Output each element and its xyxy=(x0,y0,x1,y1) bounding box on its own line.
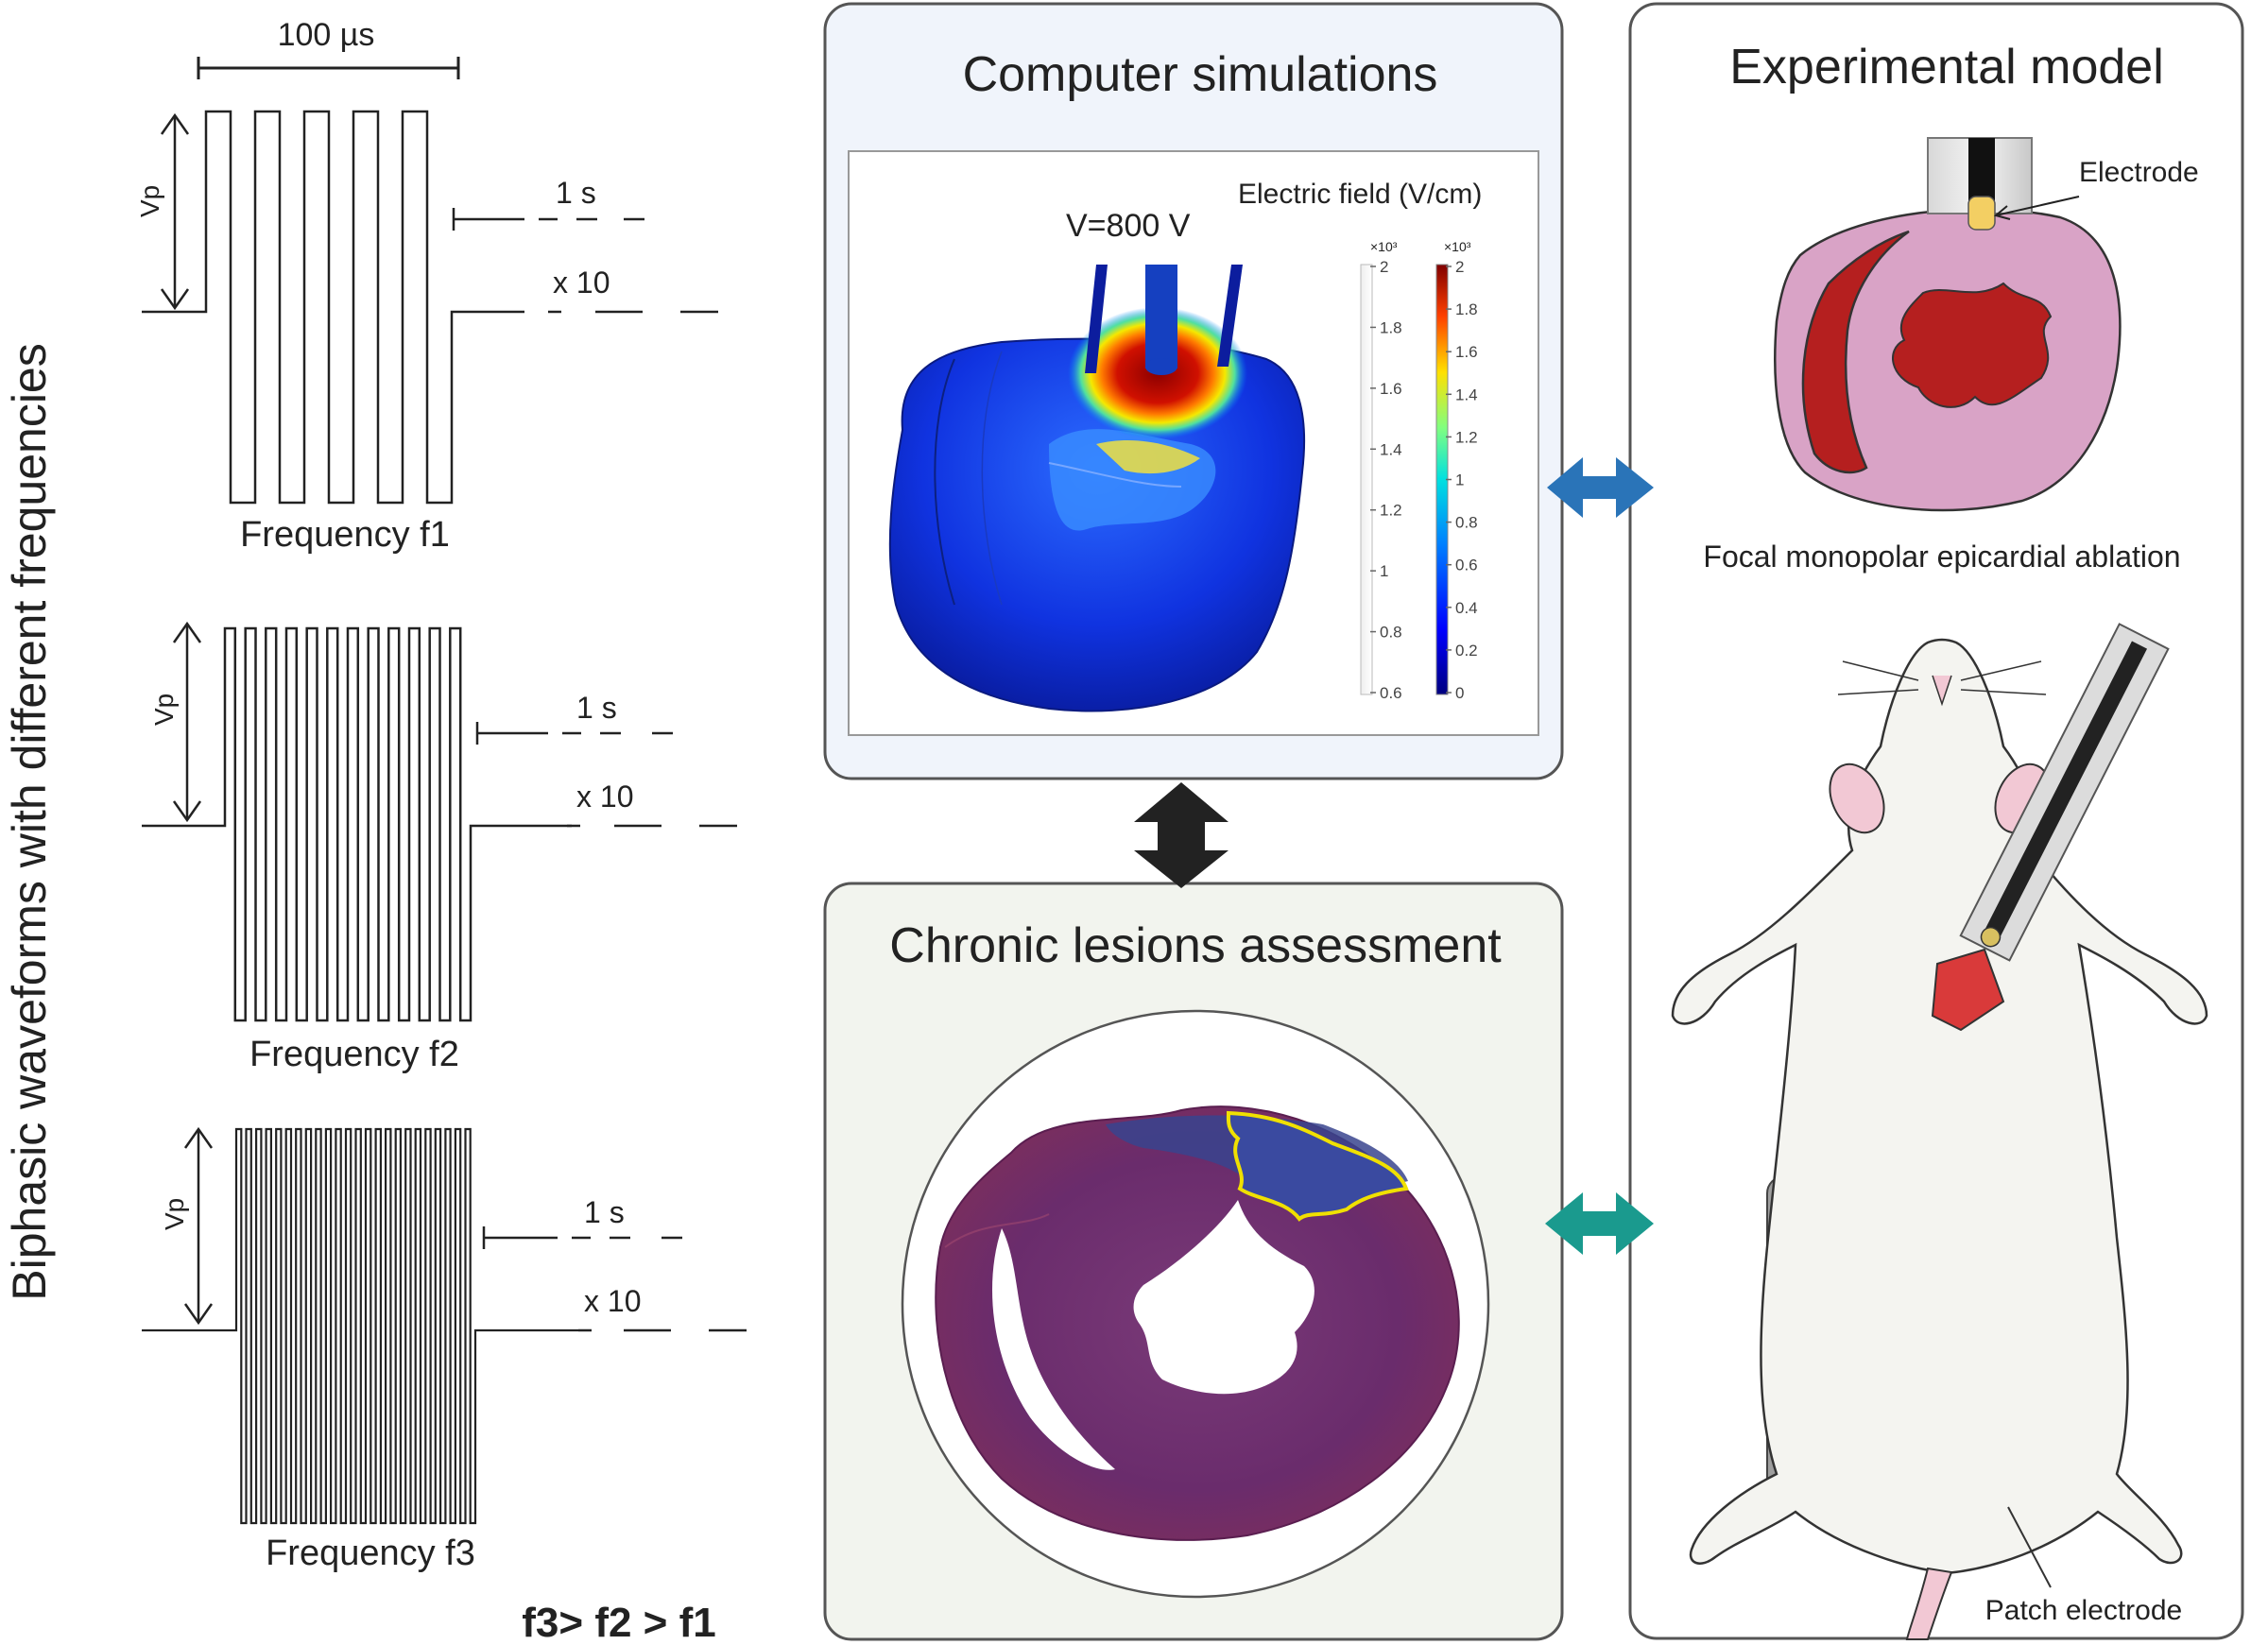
colorbar-tick-label: 0.4 xyxy=(1455,599,1478,617)
colorbar-left-exponent: ×10³ xyxy=(1370,239,1398,254)
colorbar-tick-label: 0.6 xyxy=(1455,557,1478,574)
waveform-f1: Vp 1 s x 10 Frequency f1 xyxy=(135,110,718,555)
patch-electrode-label: Patch electrode xyxy=(1985,1595,2182,1626)
frequency-label-f3: Frequency f3 xyxy=(266,1534,475,1573)
colorbar-tick-label: 1.4 xyxy=(1455,386,1478,403)
repeat-label-f1: x 10 xyxy=(553,266,610,300)
voltage-label: V=800 V xyxy=(1066,208,1191,244)
colorbar-tick-label: 0.2 xyxy=(1455,642,1478,660)
colorbar-title: Electric field (V/cm) xyxy=(1238,179,1482,210)
vp-label-f3: Vp xyxy=(160,1198,189,1230)
frequency-label-f1: Frequency f1 xyxy=(240,515,450,555)
simulation-panel: Computer simulations V=800 V Electric fi… xyxy=(823,2,1564,780)
vp-arrow-f3 xyxy=(183,1126,214,1326)
colorbar-tick-label: 0 xyxy=(1455,684,1464,702)
lesion-panel: Chronic lesions assessment xyxy=(823,882,1564,1641)
ablation-caption: Focal monopolar epicardial ablation xyxy=(1703,540,2180,574)
interval-label-f1: 1 s xyxy=(556,176,596,210)
colorbar-tick-label: 2 xyxy=(1380,258,1388,276)
waveform-f3-trace xyxy=(142,1127,578,1525)
waveform-f3: Vp 1 s x 10 Frequency f3 xyxy=(142,1126,747,1573)
repeat-label-f3: x 10 xyxy=(584,1284,641,1318)
lesion-title: Chronic lesions assessment xyxy=(889,918,1502,973)
colorbar-tick-label: 0.8 xyxy=(1455,514,1478,532)
vp-arrow-f2 xyxy=(172,621,202,823)
waveforms-panel: Biphasic waveforms with different freque… xyxy=(3,17,747,1645)
colorbar-tick-label: 1.2 xyxy=(1380,502,1402,520)
waveforms-vertical-title: Biphasic waveforms with different freque… xyxy=(3,343,56,1300)
histology-section xyxy=(935,1105,1460,1541)
interval-label-f2: 1 s xyxy=(576,691,617,725)
vp-arrow-f1 xyxy=(160,112,190,311)
colorbar-tick-label: 1 xyxy=(1380,562,1388,580)
arrow-lesions-experimental xyxy=(1545,1192,1654,1255)
simulated-heart xyxy=(888,307,1306,712)
experimental-panel: Experimental model Electrode Focal monop… xyxy=(1628,2,2244,1640)
experimental-title: Experimental model xyxy=(1729,40,2164,94)
colorbar-right-exponent: ×10³ xyxy=(1444,239,1471,254)
arrow-simulation-lesions xyxy=(1134,782,1228,888)
colorbar-tick-label: 1.8 xyxy=(1455,300,1478,318)
waveform-f1-trace xyxy=(142,110,524,505)
colorbar-right: ×10³ 2 1.8 1.6 1.4 1.2 1 0.8 0.6 0.4 0.2 0 xyxy=(1435,239,1478,702)
vp-label-f2: Vp xyxy=(149,694,179,726)
repeat-label-f2: x 10 xyxy=(576,780,633,814)
rat-illustration: Patch electrode xyxy=(1671,623,2208,1640)
colorbar-tick-label: 1.6 xyxy=(1380,380,1402,398)
frequency-label-f2: Frequency f2 xyxy=(249,1035,459,1074)
electrode-label: Electrode xyxy=(2079,157,2199,188)
frequency-relation: f3> f2 > f1 xyxy=(522,1600,715,1645)
waveform-f2-trace xyxy=(142,626,572,1022)
colorbar-left-ticks: 2 1.8 1.6 1.4 1.2 1 0.8 0.6 xyxy=(1370,258,1402,702)
colorbar-tick-label: 1.2 xyxy=(1455,428,1478,446)
colorbar-tick-label: 1.6 xyxy=(1455,343,1478,361)
colorbar-tick-label: 1.4 xyxy=(1380,440,1402,458)
colorbar-tick-label: 1 xyxy=(1455,471,1464,489)
vp-label-f1: Vp xyxy=(135,185,164,217)
colorbar-right-ticks: 2 1.8 1.6 1.4 1.2 1 0.8 0.6 0.4 0.2 0 xyxy=(1446,258,1478,702)
colorbar-tick-label: 0.6 xyxy=(1380,684,1402,702)
colorbar-left: ×10³ 2 1.8 1.6 1.4 1.2 1 0.8 0.6 xyxy=(1360,239,1402,702)
duration-label: 100 µs xyxy=(278,17,375,53)
arrow-simulation-experimental xyxy=(1547,457,1654,518)
colorbar-tick-label: 0.8 xyxy=(1380,624,1402,642)
epicardial-heart: Electrode xyxy=(1774,137,2199,512)
colorbar-tick-label: 1.8 xyxy=(1380,318,1402,336)
waveform-f2: Vp 1 s x 10 Frequency f2 xyxy=(142,621,737,1074)
simulation-electrodes xyxy=(1085,265,1243,375)
interval-label-f3: 1 s xyxy=(584,1195,625,1229)
colorbar-tick-label: 2 xyxy=(1455,258,1464,276)
simulation-title: Computer simulations xyxy=(963,47,1438,102)
duration-scale: 100 µs xyxy=(197,17,460,79)
